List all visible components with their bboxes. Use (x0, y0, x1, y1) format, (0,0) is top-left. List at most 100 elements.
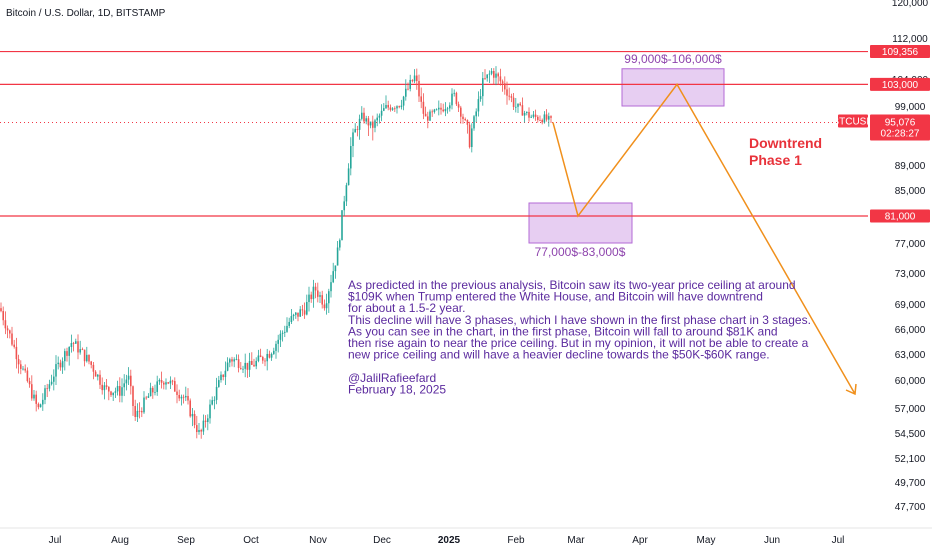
candle-body (218, 380, 220, 387)
candle-body (367, 118, 370, 126)
candle-body (464, 119, 466, 121)
price-tag-label: 109,356 (882, 47, 919, 58)
price-tag (870, 77, 930, 91)
y-tick-label: 120,000 (892, 0, 929, 9)
candle-body (92, 364, 95, 372)
candle-body (325, 303, 328, 309)
candle-body (53, 376, 55, 382)
y-tick-label: 77,000 (895, 239, 926, 250)
candle-body (50, 381, 53, 385)
candle-body (475, 111, 477, 117)
candle-body (141, 411, 143, 413)
x-tick-label: May (697, 535, 716, 546)
candle-body (37, 403, 40, 408)
x-tick-label: Mar (567, 535, 585, 546)
candle-body (231, 359, 233, 362)
candle-body (189, 400, 191, 417)
candle-body (176, 391, 178, 395)
candle-body (134, 406, 136, 417)
candle-body (123, 383, 125, 388)
candle-body (541, 120, 543, 123)
candle-body (295, 312, 297, 315)
candle-body (248, 361, 251, 370)
candle-body (319, 295, 321, 297)
candle-body (455, 92, 458, 105)
candle-body (108, 386, 110, 392)
candle-body (251, 361, 253, 365)
candle-body (235, 359, 238, 360)
candle-body (435, 109, 438, 111)
candle-body (103, 385, 106, 391)
candle-body (438, 107, 440, 110)
x-tick-label: Feb (507, 535, 525, 546)
candle-body (2, 311, 4, 321)
candle-body (429, 111, 431, 121)
candle-body (198, 429, 200, 433)
candle-body (277, 339, 279, 344)
candle-body (537, 116, 539, 120)
candle-body (116, 385, 119, 392)
annotation-line: @JalilRafieefard (348, 371, 436, 385)
candle-body (486, 74, 488, 79)
candle-body (72, 343, 75, 344)
candle-body (339, 240, 341, 248)
candle-body (270, 353, 273, 358)
candle-body (347, 168, 350, 186)
candle-body (213, 399, 216, 401)
candle-body (479, 96, 482, 100)
candle-body (119, 385, 121, 396)
candle-body (301, 309, 304, 311)
candle-body (169, 380, 172, 384)
candle-body (152, 387, 154, 393)
candle-body (79, 349, 81, 353)
candle-body (17, 359, 20, 365)
x-tick-label: Dec (373, 535, 391, 546)
candle-body (402, 96, 405, 106)
target-zone (621, 68, 725, 107)
annotation-line: As you can see in the chart, in the firs… (348, 324, 778, 338)
candle-body (264, 360, 266, 362)
last-price-label: 95,076 (885, 117, 916, 128)
candle-body (418, 81, 420, 97)
x-tick-label: Nov (309, 535, 327, 546)
candle-body (442, 109, 444, 112)
candle-body (292, 314, 295, 317)
candle-body (240, 367, 242, 369)
candle-body (493, 70, 495, 78)
candle-body (46, 388, 48, 390)
candle-body (376, 117, 378, 121)
candle-body (112, 392, 114, 396)
candle-body (532, 114, 535, 117)
candle-body (488, 73, 491, 75)
candle-body (526, 111, 528, 113)
y-tick-label: 47,700 (895, 502, 926, 513)
candle-body (345, 185, 348, 202)
candle-body (420, 96, 422, 102)
candle-body (389, 107, 392, 110)
candle-body (242, 368, 244, 370)
zone-label-upper: 99,000$-106,000$ (624, 52, 722, 66)
x-tick-label: Aug (111, 535, 129, 546)
candle-body (317, 290, 319, 297)
candle-body (44, 388, 46, 400)
y-tick-label: 89,000 (895, 161, 926, 172)
candle-body (0, 308, 2, 312)
candle-body (512, 97, 515, 107)
candle-body (147, 396, 150, 398)
y-tick-label: 57,000 (895, 404, 926, 415)
candle-body (154, 391, 156, 393)
x-tick-label: Sep (177, 535, 195, 546)
candle-body (343, 201, 345, 211)
candle-body (530, 116, 532, 118)
candle-body (490, 70, 493, 74)
candle-body (77, 341, 79, 353)
candle-body (299, 309, 301, 317)
candle-body (204, 420, 207, 422)
candle-body (145, 397, 147, 399)
candle-body (416, 75, 418, 82)
candle-body (200, 429, 202, 432)
candle-body (330, 282, 332, 292)
candle-body (468, 124, 471, 148)
